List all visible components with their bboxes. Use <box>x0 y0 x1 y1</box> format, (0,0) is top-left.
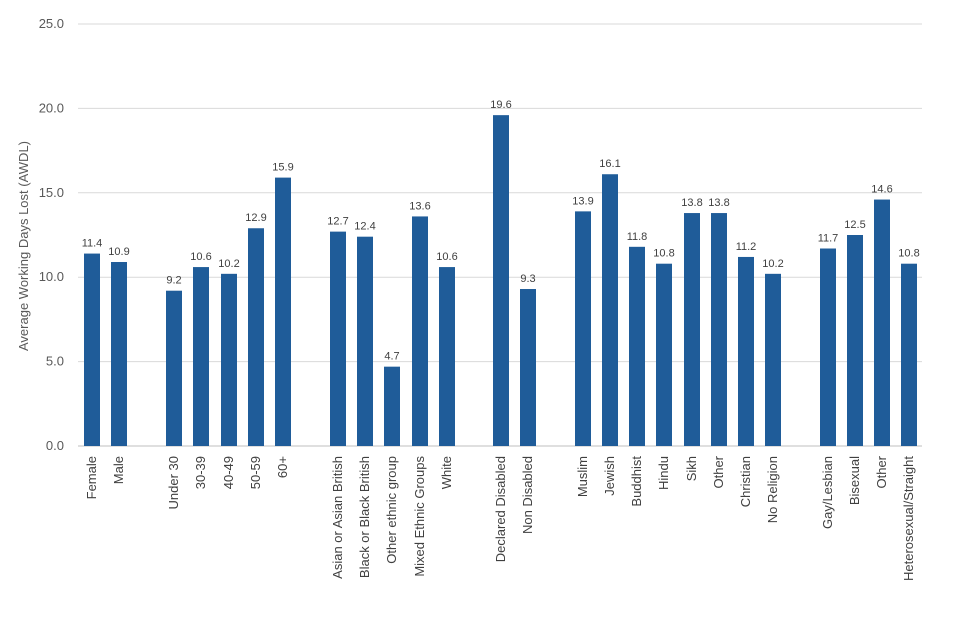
data-label: 11.4 <box>82 238 103 250</box>
data-label: 10.6 <box>436 251 457 263</box>
category-label: Asian or Asian British <box>330 456 345 579</box>
data-label: 13.8 <box>708 197 729 209</box>
bars <box>84 115 917 446</box>
category-label: Christian <box>738 456 753 507</box>
y-axis-title: Average Working Days Lost (AWDL) <box>16 141 31 351</box>
bar <box>330 231 346 446</box>
category-label: Jewish <box>602 456 617 496</box>
category-label: 60+ <box>275 456 290 478</box>
y-tick-label: 10.0 <box>39 269 64 284</box>
category-label: Muslim <box>575 456 590 497</box>
bar <box>520 289 536 446</box>
data-label: 11.7 <box>818 233 839 245</box>
data-label: 10.2 <box>762 258 783 270</box>
bar <box>738 256 754 446</box>
y-tick-label: 0.0 <box>46 438 64 453</box>
bar <box>629 246 645 446</box>
bar <box>820 248 836 446</box>
bar <box>248 228 264 446</box>
data-label: 16.1 <box>599 158 620 170</box>
category-label: Other <box>711 455 726 488</box>
bar <box>275 177 291 446</box>
category-label: 30-39 <box>193 456 208 489</box>
data-label: 12.5 <box>844 219 865 231</box>
data-label: 9.2 <box>166 275 181 287</box>
category-label: Bisexual <box>847 456 862 505</box>
x-axis-labels: Female Male Under 30 30-39 40-49 50-59 60+ Asia… <box>84 455 916 581</box>
data-label: 9.3 <box>520 273 535 285</box>
data-label: 10.8 <box>653 248 674 260</box>
category-label: Other ethnic group <box>384 456 399 564</box>
category-label: Other <box>874 455 889 488</box>
category-label: Male <box>111 456 126 484</box>
bar <box>874 199 890 446</box>
bar <box>765 273 781 446</box>
category-label: 50-59 <box>248 456 263 489</box>
bar <box>602 174 618 446</box>
data-label: 12.4 <box>354 221 375 233</box>
y-tick-label: 5.0 <box>46 354 64 369</box>
bar <box>901 263 917 446</box>
category-label: Sikh <box>684 456 699 481</box>
category-label: Gay/Lesbian <box>820 456 835 529</box>
data-label: 13.6 <box>409 200 430 212</box>
data-label: 12.9 <box>245 212 266 224</box>
category-label: Heterosexual/Straight <box>901 456 916 581</box>
category-label: Declared Disabled <box>493 456 508 562</box>
bar <box>493 115 509 446</box>
category-label: Non Disabled <box>520 456 535 534</box>
data-label: 19.6 <box>490 99 511 111</box>
bar <box>575 211 591 446</box>
bar <box>84 253 100 446</box>
category-label: Black or Black British <box>357 456 372 578</box>
bar <box>439 267 455 446</box>
y-axis-ticks: 0.0 5.0 10.0 15.0 20.0 25.0 <box>39 16 64 453</box>
bar <box>111 262 127 446</box>
data-label: 12.7 <box>327 216 348 228</box>
category-label: Buddhist <box>629 456 644 507</box>
data-label: 11.8 <box>627 231 648 243</box>
data-label: 10.8 <box>898 248 919 260</box>
data-labels: 11.4 10.9 9.2 10.6 10.2 12.9 15.9 12.7 12.4 4.7 13… <box>82 99 920 363</box>
bar <box>384 366 400 446</box>
data-label: 13.8 <box>681 197 702 209</box>
y-tick-label: 20.0 <box>39 100 64 115</box>
category-label: Female <box>84 456 99 499</box>
bar <box>166 290 182 446</box>
data-label: 10.2 <box>218 258 239 270</box>
bar <box>684 213 700 446</box>
bar <box>357 236 373 446</box>
data-label: 11.2 <box>736 241 757 253</box>
data-label: 15.9 <box>272 162 293 174</box>
data-label: 4.7 <box>384 351 399 363</box>
category-label: Under 30 <box>166 456 181 509</box>
category-label: Hindu <box>656 456 671 490</box>
bar <box>221 273 237 446</box>
data-label: 14.6 <box>871 184 892 196</box>
bar <box>847 235 863 446</box>
data-label: 13.9 <box>572 195 593 207</box>
category-label: No Religion <box>765 456 780 523</box>
bar <box>412 216 428 446</box>
bar <box>711 213 727 446</box>
y-tick-label: 25.0 <box>39 16 64 31</box>
data-label: 10.9 <box>108 246 129 258</box>
category-label: 40-49 <box>221 456 236 489</box>
bar <box>193 267 209 446</box>
category-label: White <box>439 456 454 489</box>
data-label: 10.6 <box>190 251 211 263</box>
category-label: Mixed Ethnic Groups <box>412 456 427 577</box>
bar <box>656 263 672 446</box>
y-tick-label: 15.0 <box>39 185 64 200</box>
